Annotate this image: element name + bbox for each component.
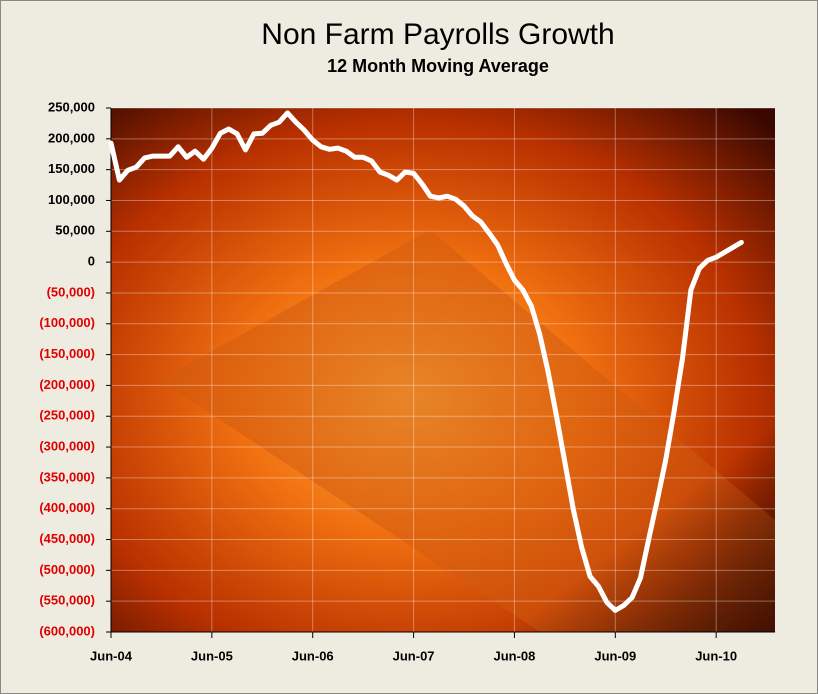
y-tick-label: (300,000) <box>39 438 95 453</box>
y-tick-label: (200,000) <box>39 377 95 392</box>
plot: (600,000) (550,000) (500,000) (450,000) (400… <box>39 99 775 663</box>
y-tick-label: (100,000) <box>39 315 95 330</box>
x-tick-label: Jun-06 <box>292 648 334 663</box>
y-tick-label: 250,000 <box>48 99 95 114</box>
x-tick-label: Jun-04 <box>90 648 133 663</box>
plot-shade <box>111 108 775 632</box>
y-tick-label: (50,000) <box>47 284 95 299</box>
chart-title: Non Farm Payrolls Growth <box>261 18 614 51</box>
y-tick-label: 100,000 <box>48 192 95 207</box>
x-tick-label: Jun-09 <box>594 648 636 663</box>
y-tick-label: (600,000) <box>39 623 95 638</box>
chart-subtitle: 12 Month Moving Average <box>327 56 549 76</box>
x-tick-label: Jun-08 <box>493 648 535 663</box>
y-tick-label: (450,000) <box>39 531 95 546</box>
x-tick-label: Jun-10 <box>695 648 737 663</box>
x-tick-label: Jun-07 <box>393 648 435 663</box>
y-tick-label: (500,000) <box>39 562 95 577</box>
y-tick-label: 150,000 <box>48 161 95 176</box>
y-tick-label: (350,000) <box>39 469 95 484</box>
y-tick-label: (400,000) <box>39 500 95 515</box>
y-tick-label: (550,000) <box>39 593 95 608</box>
y-tick-label: (150,000) <box>39 346 95 361</box>
y-tick-label: 50,000 <box>55 223 95 238</box>
y-tick-label: (250,000) <box>39 408 95 423</box>
data-line <box>108 110 744 613</box>
y-tick-label: 0 <box>88 254 95 269</box>
x-tick-label: Jun-05 <box>191 648 233 663</box>
y-tick-label: 200,000 <box>48 130 95 145</box>
